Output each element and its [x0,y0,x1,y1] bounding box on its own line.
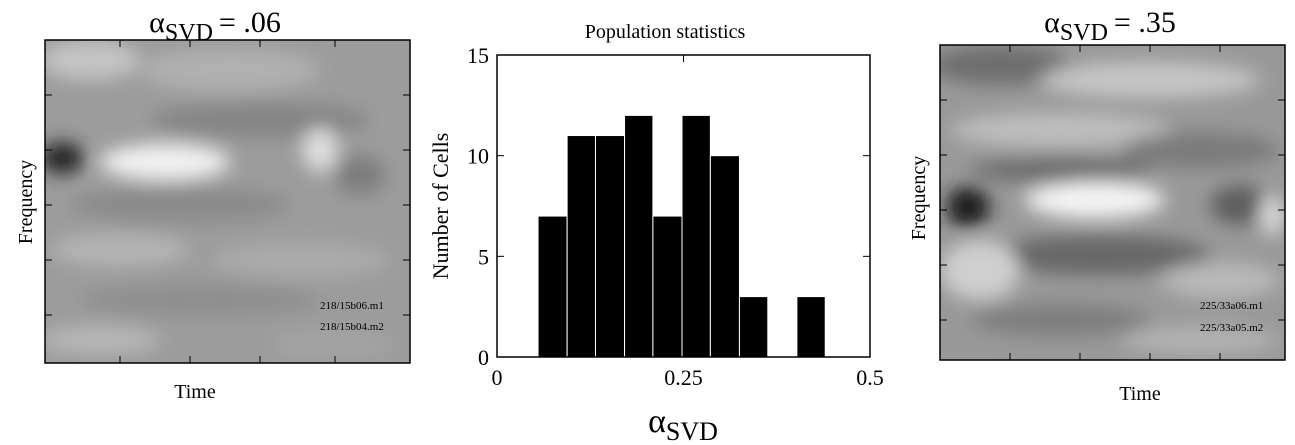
y-tick-label: 0 [478,345,489,370]
y-axis-label: Frequency [15,160,37,244]
bar [537,215,568,358]
histogram: 0 5 10 15 0 0.25 0.5 [467,43,884,390]
subscript: SVD [1060,20,1108,46]
y-tick-label: 10 [467,144,489,169]
bar [709,155,740,358]
panel-ticks [940,45,1285,360]
note: 225/33a05.m2 [1200,322,1263,334]
receptive-field-image [940,45,1285,360]
y-tick-label: 5 [478,244,489,269]
x-tick-label: 0.5 [856,365,884,390]
panel-ticks [45,40,410,363]
symbol: α [1044,6,1060,39]
chart-title: Population statistics [585,21,746,43]
panel-frame [939,44,1286,361]
bar [594,135,626,358]
subscript: SVD [165,20,213,46]
y-tick-label: 15 [467,43,489,68]
panel-frame [44,39,411,364]
subscript: SVD [666,417,718,445]
symbol: α [648,403,666,440]
x-tick-label: 0.25 [664,365,703,390]
y-axis-label: Number of Cells [428,133,453,280]
bar [566,135,596,358]
bar [738,296,769,358]
x-tick-label: 0 [492,365,503,390]
title-value: = .06 [219,6,281,39]
note: 225/33a06.m1 [1200,300,1263,312]
note: 218/15b06.m1 [320,300,384,312]
x-axis-label: Time [1119,383,1161,405]
panel-title: αSVD = .06 [149,6,281,46]
note: 218/15b04.m2 [320,321,384,333]
symbol: α [149,6,165,39]
bar [624,114,654,358]
x-axis-label: αSVD [648,403,718,445]
bar [681,114,711,358]
receptive-field-image [45,40,410,363]
title-value: = .35 [1114,6,1176,39]
bar [652,215,683,358]
bar [796,296,826,358]
y-axis-label: Frequency [908,156,930,240]
panel-title: αSVD = .35 [1044,6,1176,46]
x-axis-label: Time [174,381,216,403]
